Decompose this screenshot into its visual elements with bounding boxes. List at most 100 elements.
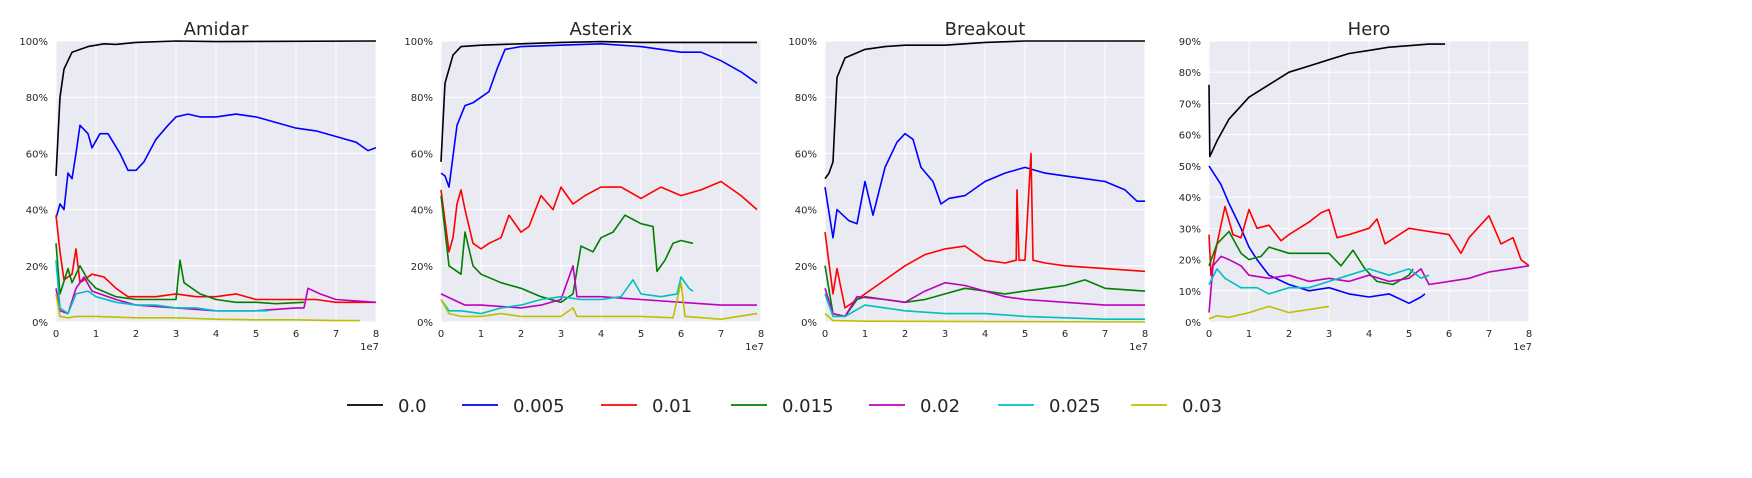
series-line-0.025 [824, 293, 1145, 320]
y-tick-label: 60% [26, 149, 48, 160]
x-tick-label: 6 [1446, 329, 1452, 340]
series-line-0.0 [1208, 43, 1445, 158]
x-tick-label: 4 [1366, 329, 1372, 340]
series-line-0.0 [440, 40, 757, 162]
x-tick-label: 8 [1142, 329, 1148, 340]
y-tick-label: 0% [1185, 318, 1201, 329]
x-tick-label: 3 [558, 329, 564, 340]
x-tick-label: 4 [598, 329, 604, 340]
series-line-0.005 [824, 132, 1145, 239]
series-line-0.03 [1208, 305, 1330, 320]
x-tick-label: 2 [902, 329, 908, 340]
y-tick-label: 80% [26, 93, 48, 104]
y-tick-label: 20% [411, 262, 433, 273]
x-tick-label: 7 [333, 329, 339, 340]
series-line-0.015 [824, 265, 1146, 318]
y-tick-label: 40% [1179, 193, 1201, 204]
x-offset-label: 1e7 [745, 342, 764, 353]
series-line-0.03 [824, 312, 1146, 323]
y-tick-label: 40% [411, 206, 433, 217]
y-tick-label: 100% [404, 37, 433, 48]
x-tick-label: 8 [1526, 329, 1532, 340]
y-tick-label: 10% [1179, 287, 1201, 298]
y-tick-label: 70% [1179, 99, 1201, 110]
y-tick-label: 0% [32, 318, 48, 329]
x-tick-label: 7 [1486, 329, 1492, 340]
y-tick-label: 0% [417, 318, 433, 329]
x-tick-label: 1 [1246, 329, 1252, 340]
series-line-0.015 [55, 243, 305, 305]
x-tick-label: 0 [438, 329, 444, 340]
series-line-0.02 [824, 281, 1145, 318]
series-line-0.025 [440, 276, 694, 315]
x-tick-label: 0 [53, 329, 59, 340]
y-tick-label: 80% [1179, 68, 1201, 79]
chart-title: Hero [1348, 19, 1391, 40]
x-tick-label: 4 [213, 329, 219, 340]
legend-label: 0.03 [1182, 396, 1222, 417]
legend: 0.0 0.005 0.01 0.015 0.02 0.025 0.03 [347, 396, 1222, 417]
x-tick-label: 3 [942, 329, 948, 340]
x-tick-label: 1 [93, 329, 99, 340]
y-tick-label: 100% [788, 37, 817, 48]
series-line-0.01 [55, 215, 376, 304]
y-tick-label: 80% [795, 93, 817, 104]
x-tick-label: 5 [638, 329, 644, 340]
series-line-0.015 [1208, 230, 1414, 286]
legend-label: 0.01 [652, 396, 692, 417]
chart-title: Asterix [570, 19, 633, 40]
series-line-0.015 [440, 195, 694, 304]
series-line-0.005 [440, 43, 758, 188]
x-tick-label: 5 [1406, 329, 1412, 340]
y-tick-label: 60% [795, 149, 817, 160]
chart-title: Breakout [945, 19, 1026, 40]
y-tick-label: 100% [19, 37, 48, 48]
x-tick-label: 5 [253, 329, 259, 340]
x-tick-label: 6 [1062, 329, 1068, 340]
y-tick-label: 40% [795, 206, 817, 217]
y-tick-label: 90% [1179, 37, 1201, 48]
y-tick-label: 0% [801, 318, 817, 329]
y-tick-label: 60% [1179, 131, 1201, 142]
x-tick-label: 3 [173, 329, 179, 340]
y-tick-label: 50% [1179, 162, 1201, 173]
x-tick-label: 8 [758, 329, 764, 340]
x-tick-label: 2 [133, 329, 139, 340]
x-tick-label: 6 [678, 329, 684, 340]
x-tick-label: 3 [1326, 329, 1332, 340]
x-tick-label: 5 [1022, 329, 1028, 340]
y-tick-label: 30% [1179, 224, 1201, 235]
series-line-0.025 [55, 260, 268, 315]
series-line-0.03 [55, 293, 360, 322]
series-line-0.02 [440, 265, 757, 309]
y-tick-label: 40% [26, 206, 48, 217]
legend-label: 0.005 [513, 396, 565, 417]
y-tick-label: 80% [411, 93, 433, 104]
legend-label: 0.025 [1049, 396, 1101, 417]
y-tick-label: 20% [795, 262, 817, 273]
x-tick-label: 1 [862, 329, 868, 340]
series-line-0.01 [1208, 205, 1530, 276]
x-tick-label: 6 [293, 329, 299, 340]
x-tick-label: 2 [518, 329, 524, 340]
series-line-0.03 [440, 281, 758, 320]
y-tick-label: 60% [411, 149, 433, 160]
x-tick-label: 0 [1206, 329, 1212, 340]
x-offset-label: 1e7 [360, 342, 379, 353]
series-line-0.025 [1208, 268, 1430, 295]
x-tick-label: 8 [373, 329, 379, 340]
series-line-0.01 [440, 180, 758, 253]
x-tick-label: 2 [1286, 329, 1292, 340]
x-tick-label: 1 [478, 329, 484, 340]
x-tick-label: 0 [822, 329, 828, 340]
series-line-0.02 [1208, 255, 1530, 313]
y-tick-label: 20% [26, 262, 48, 273]
x-offset-label: 1e7 [1129, 342, 1148, 353]
x-offset-label: 1e7 [1513, 342, 1532, 353]
series-line-0.0 [824, 40, 1145, 180]
legend-label: 0.02 [920, 396, 960, 417]
